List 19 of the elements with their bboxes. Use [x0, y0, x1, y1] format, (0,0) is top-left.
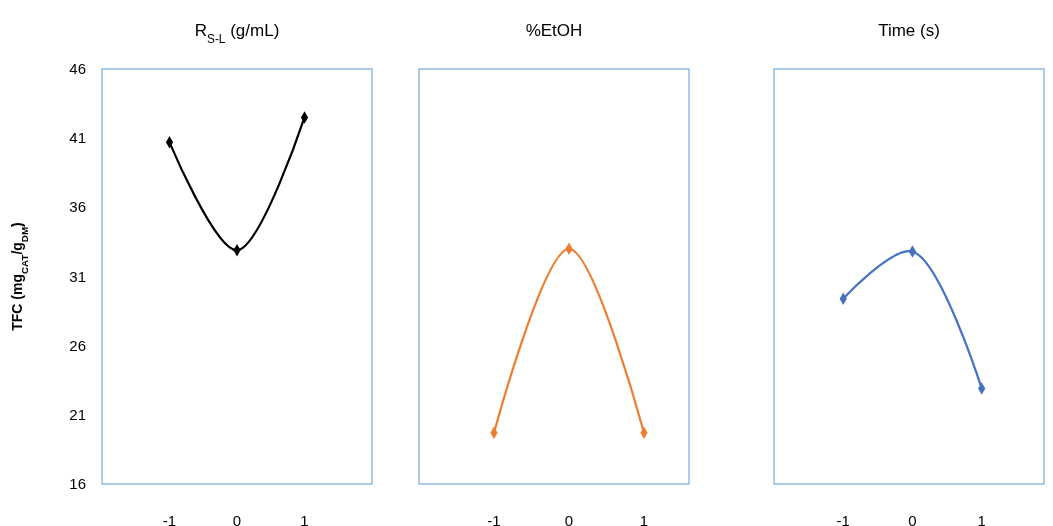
x-tick-label: 0	[908, 512, 917, 526]
chart-title: R$_{S-L}$ (g/mL)	[194, 21, 280, 46]
chart-title: Time (s)	[878, 21, 940, 40]
x-tick-label: -1	[487, 512, 501, 526]
y-tick-label: 16	[69, 475, 86, 492]
x-tick-label: 0	[232, 512, 242, 526]
y-tick-label: 41	[69, 129, 86, 147]
y-tick-label: 26	[69, 336, 86, 354]
y-tick-label: 46	[69, 60, 86, 77]
x-tick-label: 1	[300, 512, 309, 526]
x-tick-label: 0	[564, 512, 574, 526]
y-tick-label: 31	[69, 267, 86, 285]
x-tick-label: -1	[836, 512, 850, 526]
x-tick-label: 1	[639, 512, 649, 526]
chart-title: %EtOH	[525, 21, 583, 40]
x-tick-label: -1	[162, 512, 177, 526]
y-tick-label: 21	[69, 405, 86, 423]
y-tick-label: 36	[69, 198, 86, 216]
x-tick-label: 1	[977, 512, 986, 526]
